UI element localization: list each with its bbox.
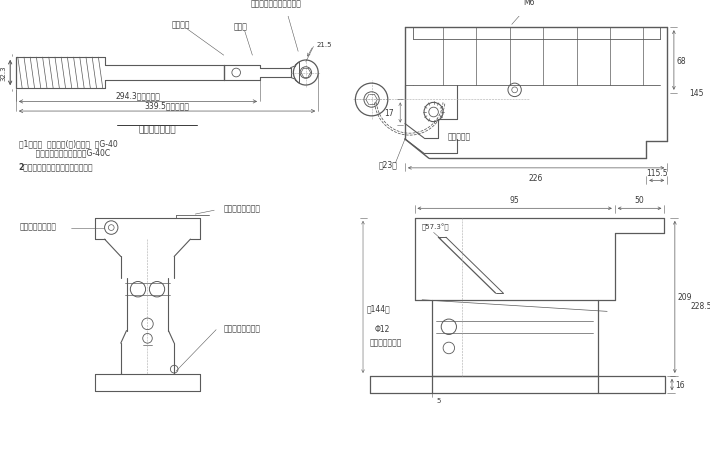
Text: 115.5: 115.5 [646,169,667,178]
Text: 95: 95 [510,196,520,205]
Text: 21.5: 21.5 [316,41,332,47]
Text: 5: 5 [437,397,441,403]
Text: 16: 16 [674,380,684,389]
Text: 2。専用操作レバーが付属します。: 2。専用操作レバーが付属します。 [18,162,94,171]
Text: 228.5: 228.5 [690,301,710,310]
Text: リリーズスクリュ: リリーズスクリュ [224,323,261,332]
Text: 操作レバー差込口: 操作レバー差込口 [224,204,261,213]
Text: 145: 145 [689,89,704,98]
Text: （23）: （23） [378,160,398,169]
Text: 226: 226 [529,173,543,182]
Text: リリーズスクリュ差込口: リリーズスクリュ差込口 [251,0,302,8]
Text: 294.3（最短長）: 294.3（最短長） [116,91,160,100]
Text: （ピストン径）: （ピストン径） [370,338,402,347]
Text: ／144）: ／144） [367,304,390,312]
Text: レバー回転: レバー回転 [448,132,471,141]
Text: 50: 50 [635,196,645,205]
Text: 伸縮式: 伸縮式 [234,22,248,31]
Text: ストッパ: ストッパ [172,20,190,29]
Text: 339.5（最伸長）: 339.5（最伸長） [145,101,190,110]
Text: 68: 68 [677,56,687,65]
Text: （57.3°）: （57.3°） [422,223,449,230]
Text: 209: 209 [678,293,692,302]
Text: 専用操作レバー: 専用操作レバー [138,125,176,134]
Text: 32.3: 32.3 [1,65,6,81]
Text: 注1。型式  標準塗装(赤)タイプ  ：G-40: 注1。型式 標準塗装(赤)タイプ ：G-40 [18,139,117,147]
Text: 17: 17 [384,108,393,117]
Text: Φ12: Φ12 [374,324,390,333]
Text: オイルフィリング: オイルフィリング [20,221,57,230]
Text: M6: M6 [523,0,535,7]
Text: ニッケルめっきタイプ：G-40C: ニッケルめっきタイプ：G-40C [18,148,110,157]
